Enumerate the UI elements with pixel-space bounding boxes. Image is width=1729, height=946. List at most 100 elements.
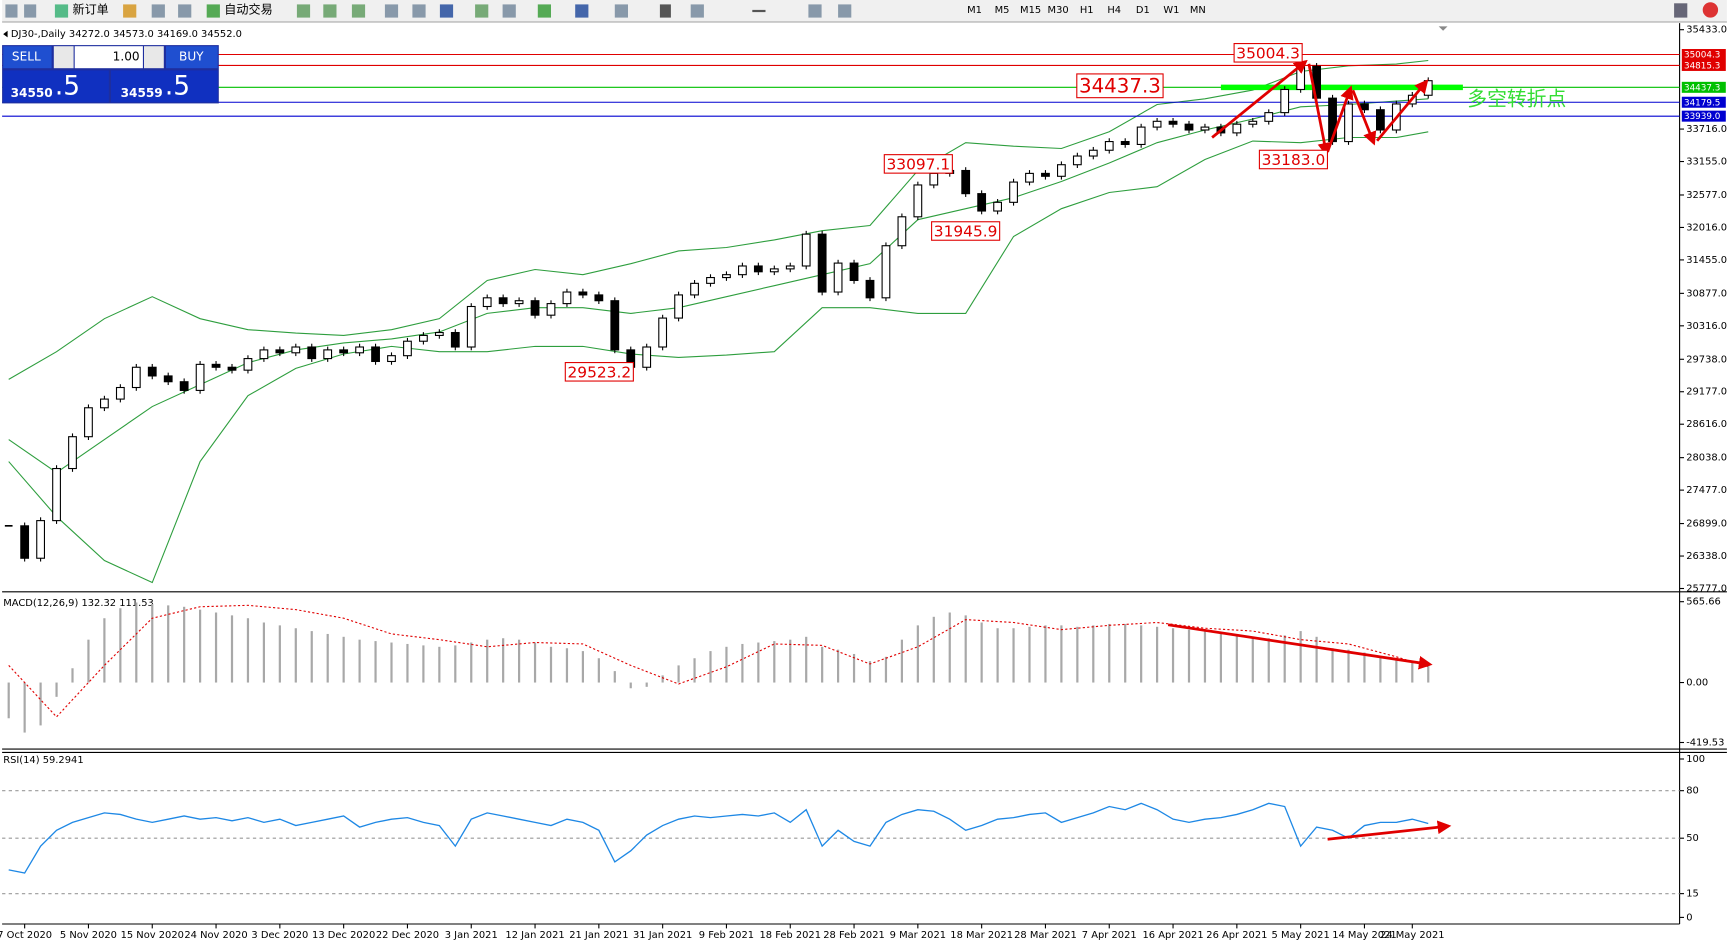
macd-bar bbox=[1203, 631, 1207, 683]
search-icon[interactable] bbox=[1674, 3, 1688, 18]
icon[interactable] bbox=[412, 4, 426, 18]
timeframe-button[interactable]: MN bbox=[1190, 5, 1206, 16]
price-annotation: 33097.1 bbox=[887, 156, 951, 174]
macd-bar bbox=[7, 682, 10, 719]
macd-bar bbox=[518, 639, 521, 683]
x-tick-label: 18 Mar 2021 bbox=[950, 930, 1013, 941]
icon[interactable] bbox=[614, 4, 628, 18]
bid-box[interactable] bbox=[3, 70, 109, 103]
sell-box[interactable] bbox=[3, 46, 52, 69]
macd-bar bbox=[310, 631, 313, 683]
macd-bar bbox=[916, 625, 919, 683]
candle bbox=[1088, 149, 1098, 157]
timeframe-button[interactable]: M1 bbox=[967, 5, 982, 16]
timeframe-button[interactable]: H4 bbox=[1107, 5, 1121, 16]
toolbar-icons bbox=[5, 2, 1719, 18]
candle bbox=[562, 291, 572, 305]
icon[interactable] bbox=[384, 4, 399, 18]
icon[interactable] bbox=[838, 4, 852, 18]
alert-icon[interactable] bbox=[1702, 2, 1719, 18]
icon[interactable] bbox=[151, 4, 165, 18]
candle bbox=[849, 262, 859, 282]
bollinger-band bbox=[8, 59, 1429, 380]
macd-bar bbox=[549, 646, 553, 683]
timeframe-button[interactable]: D1 bbox=[1136, 5, 1150, 16]
level-badge bbox=[1681, 59, 1726, 71]
y-tick-label: 31455.0 bbox=[1686, 255, 1727, 266]
y-tick-label: 32577.0 bbox=[1686, 190, 1727, 201]
icon[interactable] bbox=[475, 4, 489, 18]
annotation-box bbox=[564, 362, 634, 382]
ask-box[interactable] bbox=[111, 70, 218, 103]
icon[interactable] bbox=[575, 4, 589, 18]
lots-down[interactable] bbox=[53, 46, 74, 69]
icon[interactable] bbox=[206, 4, 220, 18]
macd-bar bbox=[422, 645, 425, 683]
y-tick-label: 27477.0 bbox=[1686, 485, 1727, 496]
bid-fraction[interactable]: .5 bbox=[55, 70, 80, 101]
arrow bbox=[1351, 89, 1377, 146]
candle bbox=[690, 282, 699, 296]
icon[interactable] bbox=[54, 4, 69, 18]
macd-bar bbox=[1219, 632, 1222, 683]
ask-fraction[interactable]: .5 bbox=[165, 70, 190, 101]
timeframe-button[interactable]: M30 bbox=[1048, 5, 1069, 16]
x-tick-label: 5 May 2021 bbox=[1272, 930, 1330, 941]
macd-bar bbox=[167, 605, 170, 683]
candle bbox=[1025, 172, 1034, 183]
price-annotation: 29523.2 bbox=[568, 363, 632, 381]
price-annotation: 34437.3 bbox=[1079, 74, 1161, 97]
y-tick-label: 26899.0 bbox=[1686, 519, 1727, 530]
timeframe-button[interactable]: W1 bbox=[1163, 5, 1179, 16]
macd-bar bbox=[374, 641, 377, 683]
icon[interactable] bbox=[690, 4, 704, 18]
candle bbox=[99, 398, 109, 409]
icon[interactable] bbox=[502, 4, 516, 18]
macd-bar bbox=[23, 682, 26, 733]
candle bbox=[131, 366, 141, 389]
icon[interactable] bbox=[296, 4, 311, 18]
macd-bar bbox=[55, 682, 58, 697]
macd-bar bbox=[183, 606, 186, 683]
icon[interactable] bbox=[537, 4, 551, 18]
y-tick-label: 100 bbox=[1686, 754, 1705, 765]
level-badge bbox=[1681, 110, 1726, 122]
timeframe-button[interactable]: H1 bbox=[1080, 5, 1094, 16]
macd-bar bbox=[693, 658, 696, 683]
sell-button[interactable]: SELL bbox=[12, 50, 41, 64]
lots-input[interactable] bbox=[74, 46, 143, 69]
timeframe-button[interactable]: M15 bbox=[1020, 5, 1041, 16]
panel-title: MACD(12,26,9) 132.32 111.53 bbox=[3, 598, 154, 609]
icon[interactable] bbox=[439, 4, 454, 18]
icon[interactable] bbox=[752, 9, 766, 13]
macd-bar bbox=[1427, 663, 1430, 683]
icon[interactable] bbox=[351, 4, 366, 18]
bid-price[interactable]: 34550 bbox=[11, 86, 53, 100]
buy-box[interactable] bbox=[166, 46, 218, 69]
new-order-button[interactable]: 新订单 bbox=[73, 1, 109, 16]
macd-bar bbox=[1124, 623, 1127, 683]
ask-price[interactable]: 34559 bbox=[121, 86, 163, 100]
candle bbox=[785, 265, 795, 270]
icon[interactable] bbox=[123, 4, 137, 18]
y-tick-label: 15 bbox=[1686, 889, 1699, 900]
auto-trading-button[interactable]: 自动交易 bbox=[224, 1, 272, 16]
candle bbox=[738, 265, 747, 276]
lots-value[interactable]: 1.00 bbox=[113, 50, 140, 64]
macd-bar bbox=[246, 618, 250, 683]
candle bbox=[1136, 126, 1146, 146]
buy-button[interactable]: BUY bbox=[179, 50, 204, 64]
icon[interactable] bbox=[323, 4, 337, 18]
annotation-box bbox=[883, 154, 953, 174]
lots-up[interactable] bbox=[144, 46, 164, 69]
candle bbox=[466, 305, 476, 348]
candle bbox=[929, 172, 939, 186]
candle bbox=[211, 363, 221, 368]
timeframe-button[interactable]: M5 bbox=[995, 5, 1010, 16]
icon[interactable] bbox=[659, 4, 671, 18]
icon bbox=[24, 4, 37, 18]
icon[interactable] bbox=[808, 4, 822, 18]
candle bbox=[339, 349, 349, 354]
icon[interactable] bbox=[178, 4, 192, 18]
macd-bar bbox=[613, 671, 616, 683]
